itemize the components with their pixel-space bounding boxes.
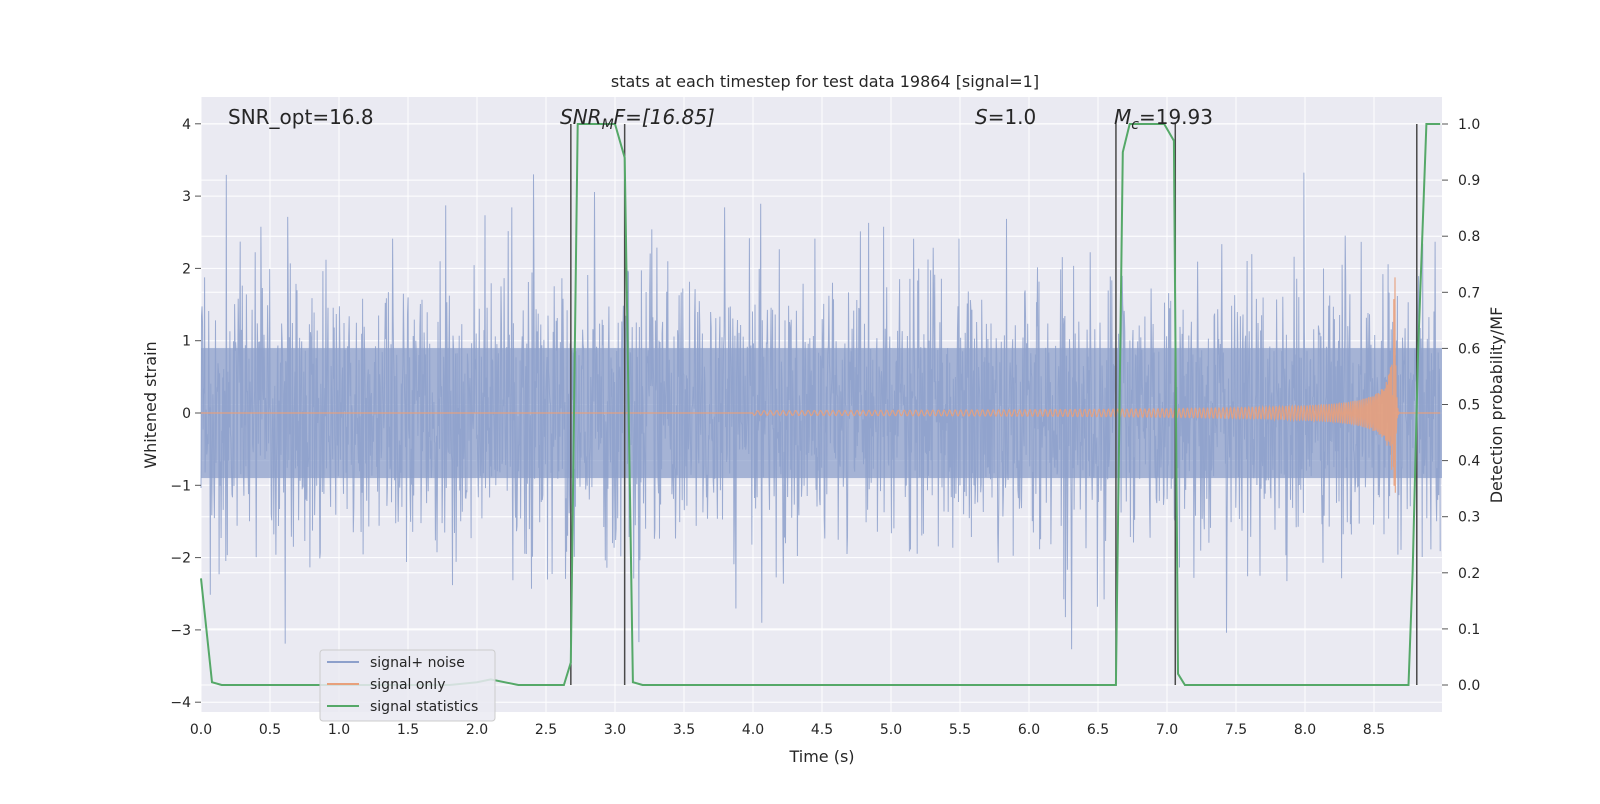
snr-mf-subscript: M	[602, 117, 614, 133]
y-tick-label: −4	[170, 695, 191, 711]
y-tick-label: 2	[182, 261, 191, 277]
y-tick-label: −1	[170, 478, 191, 494]
y-tick-label: −3	[170, 623, 191, 639]
right-y-tick-label: 0.5	[1458, 398, 1480, 414]
x-tick-label: 5.5	[949, 722, 971, 738]
x-tick-label: 0.0	[190, 722, 212, 738]
x-tick-label: 2.0	[466, 722, 488, 738]
right-y-tick-label: 0.7	[1458, 285, 1480, 301]
legend-label-signal-only: signal only	[370, 677, 445, 693]
snr-opt-annotation: SNR_opt=16.8	[228, 105, 374, 129]
x-tick-label: 6.5	[1087, 722, 1109, 738]
right-y-tick-label: 0.4	[1458, 454, 1480, 470]
x-tick-label: 4.5	[811, 722, 833, 738]
x-tick-label: 8.5	[1363, 722, 1385, 738]
y-axis-ticks: 4 3 2 1 0 −1 −2 −3 −4	[170, 117, 201, 711]
x-tick-label: 3.5	[673, 722, 695, 738]
mc-label: M	[1114, 105, 1131, 129]
signal-only-series	[201, 277, 1441, 493]
right-y-axis-ticks: 1.0 0.9 0.8 0.7 0.6 0.5 0.4 0.3 0.2 0.1 0.0	[1442, 117, 1480, 694]
signal-only-line	[201, 277, 1441, 493]
x-tick-label: 7.5	[1225, 722, 1247, 738]
x-axis-label: Time (s)	[788, 747, 854, 766]
snr-mf-annotation: SNRMF=[16.85]	[560, 105, 715, 133]
right-y-tick-label: 0.3	[1458, 510, 1480, 526]
right-y-tick-label: 0.8	[1458, 229, 1480, 245]
chart-title: stats at each timestep for test data 198…	[611, 72, 1039, 91]
s-value: =1.0	[988, 105, 1037, 129]
y-tick-label: 0	[182, 406, 191, 422]
s-label: S	[975, 105, 988, 129]
x-tick-label: 5.0	[880, 722, 902, 738]
x-tick-label: 0.5	[259, 722, 281, 738]
x-tick-label: 6.0	[1018, 722, 1040, 738]
x-tick-label: 7.0	[1156, 722, 1178, 738]
right-y-tick-label: 0.6	[1458, 341, 1480, 357]
x-tick-label: 3.0	[604, 722, 626, 738]
right-y-tick-label: 0.1	[1458, 622, 1480, 638]
right-y-tick-label: 1.0	[1458, 117, 1480, 133]
mc-value: =19.93	[1139, 105, 1213, 129]
y-tick-label: 1	[182, 334, 191, 350]
mc-annotation: Mc=19.93	[1114, 105, 1213, 133]
legend-label-signal-plus-noise: signal+ noise	[370, 655, 465, 671]
right-y-tick-label: 0.9	[1458, 173, 1480, 189]
s-annotation: S=1.0	[975, 105, 1036, 129]
right-y-tick-label: 0.2	[1458, 566, 1480, 582]
x-tick-label: 1.0	[328, 722, 350, 738]
x-tick-label: 4.0	[742, 722, 764, 738]
y-axis-label: Whitened strain	[141, 341, 160, 468]
legend-box	[319, 649, 496, 722]
x-tick-label: 8.0	[1294, 722, 1316, 738]
right-y-axis-label: Detection probability/MF	[1487, 307, 1506, 504]
legend-label-signal-statistics: signal statistics	[370, 699, 478, 715]
snr-mf-label: SNR	[560, 105, 602, 129]
x-tick-label: 2.5	[535, 722, 557, 738]
x-axis-ticks: 0.0 0.5 1.0 1.5 2.0 2.5 3.0 3.5 4.0 4.5 5.0 5.5 6.0 6…	[190, 722, 1385, 738]
y-tick-label: 3	[182, 189, 191, 205]
snr-mf-rest: F=[16.85]	[614, 105, 715, 129]
right-y-tick-label: 0.0	[1458, 678, 1480, 694]
y-tick-label: 4	[182, 117, 191, 133]
x-tick-label: 1.5	[397, 722, 419, 738]
legend: signal+ noise signal only signal statist…	[319, 649, 496, 722]
y-tick-label: −2	[170, 551, 191, 567]
mc-subscript: c	[1131, 117, 1139, 133]
